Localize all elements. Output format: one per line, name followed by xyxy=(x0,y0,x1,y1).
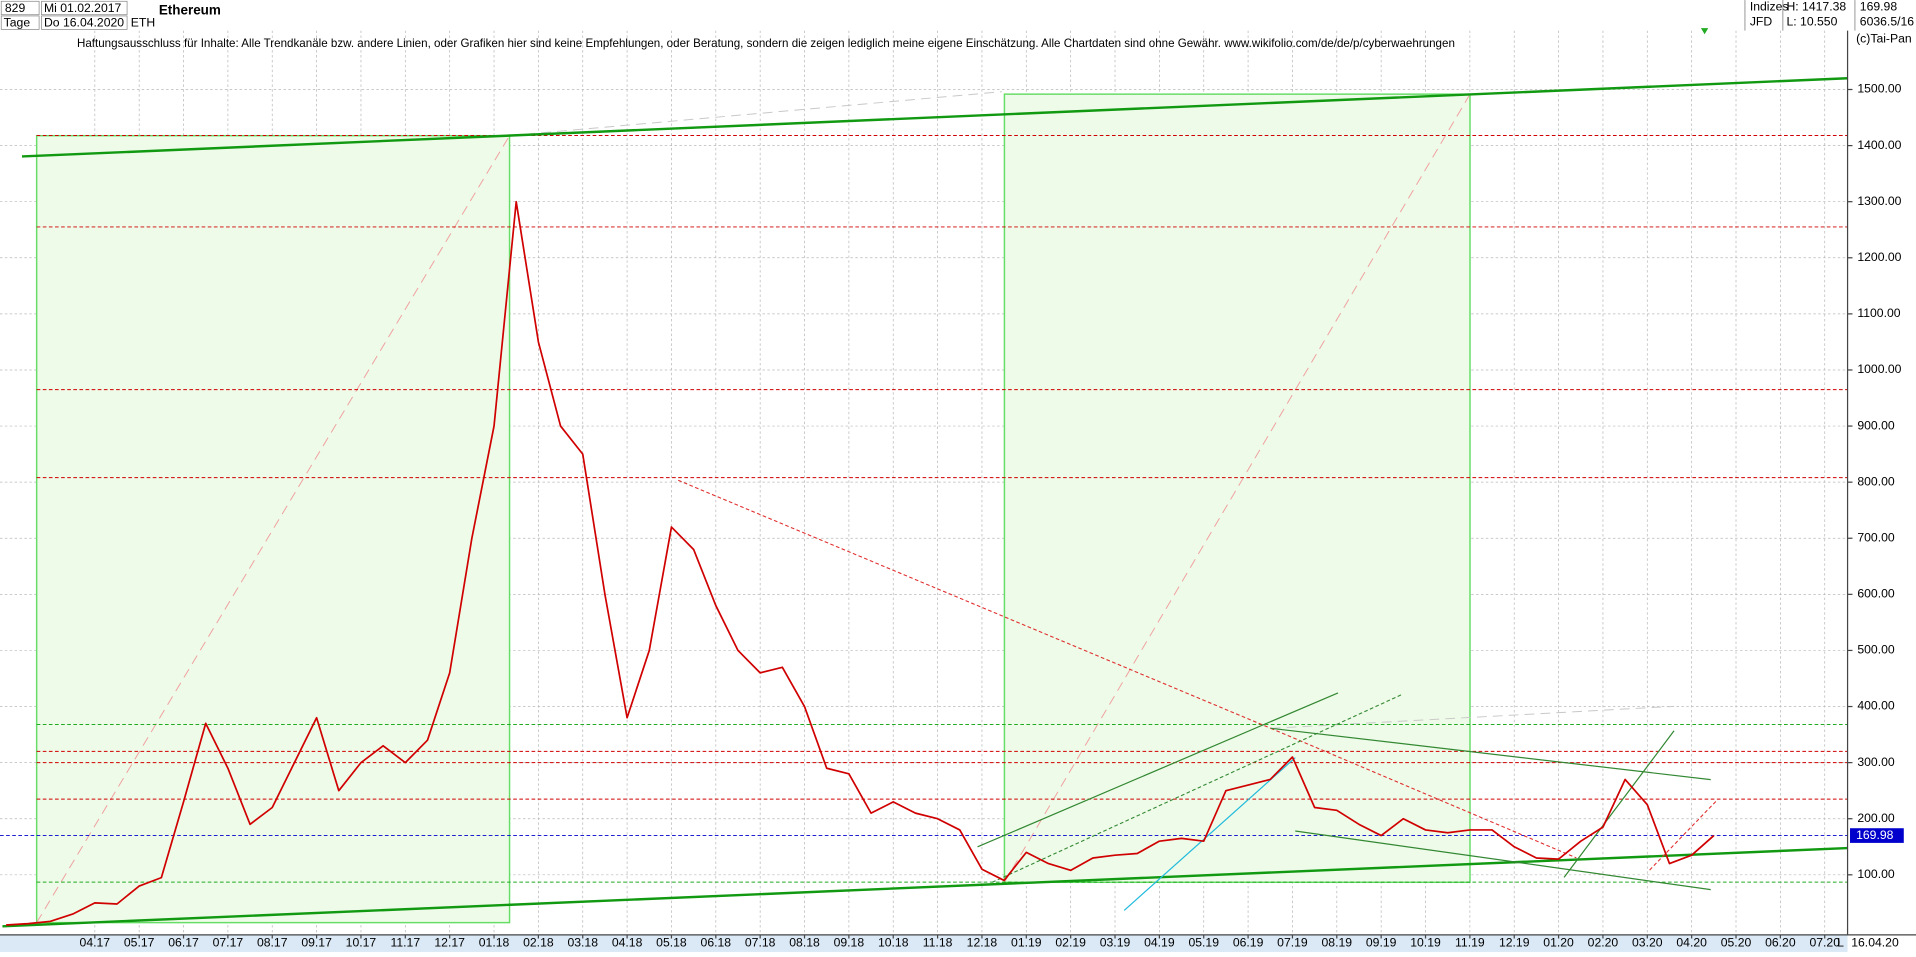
end-marker: 16.04.20 xyxy=(1851,936,1899,950)
trendline xyxy=(677,479,1272,729)
x-tick-label: 08.17 xyxy=(257,936,288,950)
y-tick-label: 1000.00 xyxy=(1857,362,1901,376)
y-tick-label: 300.00 xyxy=(1857,755,1895,769)
x-tick-label: 11.18 xyxy=(923,936,953,950)
end-date: Do 16.04.2020 xyxy=(44,15,124,29)
data-layer xyxy=(6,200,1715,926)
x-tick-label: 03.18 xyxy=(567,936,598,950)
dropdown[interactable] xyxy=(0,0,40,16)
x-tick-label: 05.17 xyxy=(124,936,155,950)
x-tick-label: 04.17 xyxy=(80,936,111,950)
log-flag: L xyxy=(1837,936,1844,950)
y-tick-label: 1500.00 xyxy=(1857,82,1901,96)
x-tick-label: 07.17 xyxy=(213,936,244,950)
dropdown[interactable] xyxy=(0,15,40,30)
y-tick-label: 400.00 xyxy=(1857,699,1895,713)
x-tick-label: 05.20 xyxy=(1721,936,1752,950)
trendline xyxy=(509,91,1003,137)
disclaimer: Haftungsausschluss für Inhalte: Alle Tre… xyxy=(77,37,1455,50)
symbol: ETH xyxy=(131,15,155,29)
x-tick-label: 01.18 xyxy=(479,936,510,950)
high: H: 1417.38 xyxy=(1786,0,1846,14)
trendline xyxy=(1270,727,1577,859)
y-tick-label: 600.00 xyxy=(1857,587,1895,601)
source: JFD xyxy=(1750,14,1773,28)
date-box[interactable] xyxy=(41,15,128,30)
y-tick-label: 700.00 xyxy=(1857,530,1895,544)
y-tick-label: 500.00 xyxy=(1857,643,1895,657)
x-tick-label: 07.18 xyxy=(745,936,776,950)
x-tick-label: 09.18 xyxy=(834,936,865,950)
y-tick-label: 1300.00 xyxy=(1857,194,1901,208)
trendline xyxy=(1295,830,1711,891)
x-tick-label: 04.20 xyxy=(1676,936,1707,950)
analysis-box xyxy=(1003,93,1471,884)
start-date: Mi 01.02.2017 xyxy=(44,1,122,15)
x-tick-label: 08.18 xyxy=(789,936,820,950)
trendline xyxy=(977,692,1339,848)
x-tick-label: 12.19 xyxy=(1499,936,1530,950)
y-tick-label: 900.00 xyxy=(1857,418,1895,432)
chart-title: Ethereum xyxy=(159,3,221,18)
price-line xyxy=(6,200,1715,926)
y-tick-label: 1100.00 xyxy=(1857,306,1900,320)
market: Indizes xyxy=(1750,0,1789,14)
marker xyxy=(1700,28,1709,35)
box-diagonal xyxy=(36,135,510,923)
x-tick-label: 09.17 xyxy=(301,936,332,950)
trendline xyxy=(1563,730,1675,878)
last-price-label: 169.98 xyxy=(1856,828,1894,842)
x-tick-label: 10.17 xyxy=(346,936,377,950)
x-tick-label: 10.19 xyxy=(1410,936,1441,950)
x-tick-label: 01.20 xyxy=(1543,936,1574,950)
x-tick-label: 06.17 xyxy=(168,936,199,950)
y-tick-label: 1200.00 xyxy=(1857,250,1901,264)
level-layer xyxy=(0,135,1848,883)
x-tick-label: 07.20 xyxy=(1809,936,1840,950)
date-box[interactable] xyxy=(41,0,128,16)
trend-channel-bottom xyxy=(2,846,1848,928)
x-tick-label: 05.19 xyxy=(1188,936,1219,950)
trendline xyxy=(991,693,1404,883)
x-tick-label: 06.20 xyxy=(1765,936,1796,950)
header-bar xyxy=(0,0,1916,31)
x-tick-label: 11.17 xyxy=(390,936,420,950)
x-tick-label: 08.19 xyxy=(1322,936,1353,950)
trendline xyxy=(1270,727,1711,781)
x-tick-label: 09.19 xyxy=(1366,936,1397,950)
x-tick-label: 04.19 xyxy=(1144,936,1175,950)
header-last-price: 169.98 xyxy=(1860,0,1898,14)
x-tick-label: 06.18 xyxy=(701,936,732,950)
x-tick-label: 02.18 xyxy=(523,936,554,950)
x-tick-label: 01.19 xyxy=(1011,936,1042,950)
x-tick-label: 02.19 xyxy=(1055,936,1086,950)
bars-count: 829 xyxy=(5,1,26,15)
trend-channel-top xyxy=(21,77,1848,158)
x-tick-label: 07.19 xyxy=(1277,936,1308,950)
x-tick-label: 05.18 xyxy=(656,936,687,950)
x-tick-label: 10.18 xyxy=(878,936,909,950)
x-tick-label: 03.20 xyxy=(1632,936,1663,950)
x-tick-label: 11.19 xyxy=(1455,936,1485,950)
copyright: (c)Tai-Pan xyxy=(1856,31,1912,45)
scale-info: 6036.5/16 xyxy=(1860,14,1915,28)
y-tick-label: 200.00 xyxy=(1857,811,1895,825)
trendline xyxy=(1649,800,1718,871)
x-tick-label: 12.18 xyxy=(967,936,998,950)
x-axis-band xyxy=(0,934,1848,952)
y-tick-label: 800.00 xyxy=(1857,474,1895,488)
y-tick-label: 1400.00 xyxy=(1857,138,1901,152)
x-tick-label: 12.17 xyxy=(434,936,465,950)
low: L: 10.550 xyxy=(1786,14,1837,28)
y-tick-label: 100.00 xyxy=(1857,867,1895,881)
interval: Tage xyxy=(4,15,31,29)
x-tick-label: 06.19 xyxy=(1233,936,1264,950)
trendline xyxy=(1123,757,1296,911)
x-tick-label: 04.18 xyxy=(612,936,643,950)
x-tick-label: 02.20 xyxy=(1588,936,1619,950)
x-tick-label: 03.19 xyxy=(1100,936,1131,950)
last-price-box xyxy=(1850,828,1904,843)
